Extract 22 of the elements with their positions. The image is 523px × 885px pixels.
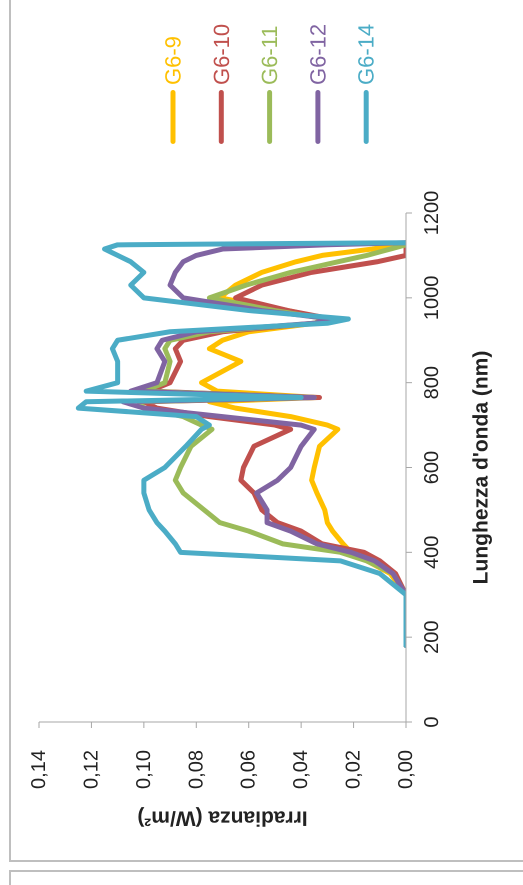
x-tick-label: 0,04 <box>290 750 312 789</box>
x-tick-label: 0,12 <box>80 750 102 789</box>
x-tick-label: 0,02 <box>342 750 365 789</box>
y-tick-label: 400 <box>421 536 443 570</box>
x-axis-title: Irradianza (W/m²) <box>137 806 308 830</box>
y-axis-title: Lunghezza d'onda (nm) <box>470 350 492 584</box>
x-tick-label: 0,08 <box>185 750 208 789</box>
x-tick-label: 0,10 <box>132 750 155 789</box>
text: G6-12 <box>305 24 330 85</box>
x-tick-label: 0,14 <box>28 750 50 789</box>
y-tick-label: 600 <box>421 450 443 484</box>
x-tick-label: 0,06 <box>238 750 260 789</box>
y-tick-label: 800 <box>421 366 443 400</box>
y-tick-label: 1000 <box>421 276 443 320</box>
text: G6-14 <box>354 24 379 85</box>
text: G6-11 <box>257 25 282 85</box>
y-tick-label: 1200 <box>421 190 443 236</box>
y-tick-label: 200 <box>421 620 443 654</box>
y-tick-label: 0 <box>421 716 443 728</box>
x-tick-label: 0,00 <box>395 750 417 789</box>
text: G6-10 <box>208 24 234 85</box>
text: G6-9 <box>160 36 186 85</box>
